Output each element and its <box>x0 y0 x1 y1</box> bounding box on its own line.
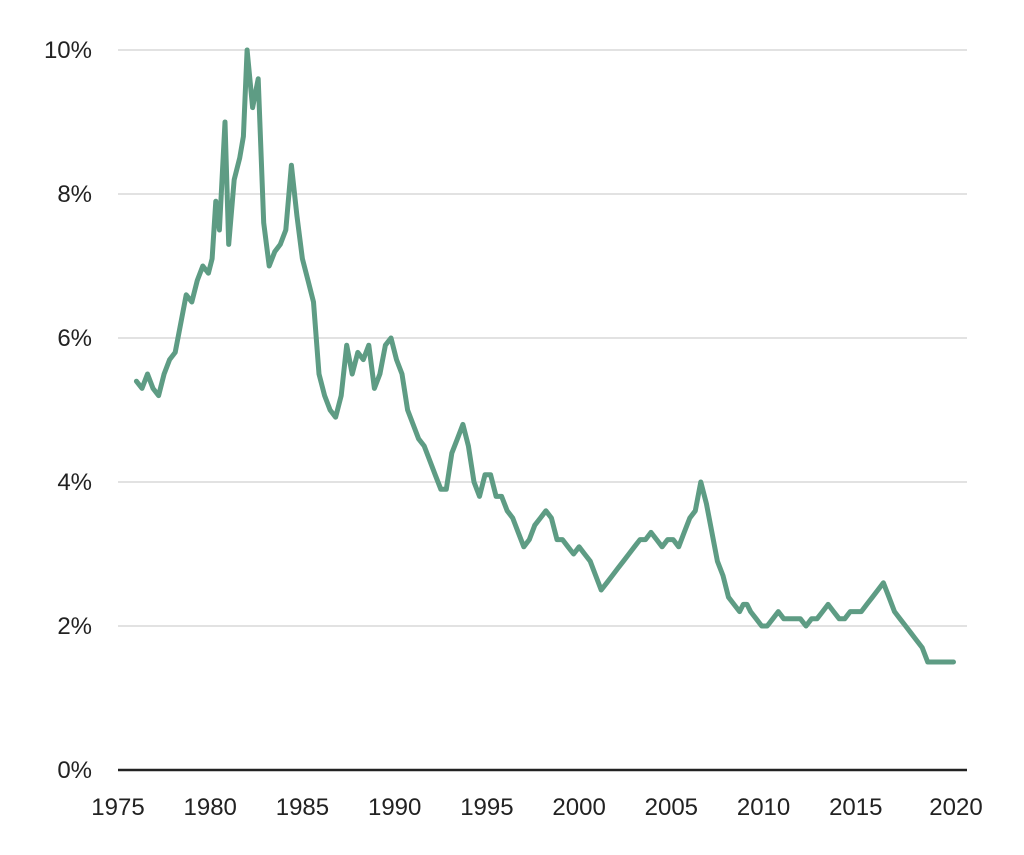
y-tick-label: 2% <box>57 613 92 640</box>
x-tick-label: 2000 <box>552 794 605 821</box>
x-tick-label: 2020 <box>929 794 982 821</box>
x-tick-label: 1980 <box>184 794 237 821</box>
x-tick-label: 1985 <box>276 794 329 821</box>
y-tick-label: 4% <box>57 469 92 496</box>
y-tick-label: 10% <box>44 37 92 64</box>
x-tick-label: 1990 <box>368 794 421 821</box>
x-tick-label: 2015 <box>829 794 882 821</box>
y-tick-label: 8% <box>57 181 92 208</box>
x-tick-label: 2010 <box>737 794 790 821</box>
gridlines <box>118 49 967 627</box>
x-tick-label: 1995 <box>460 794 513 821</box>
y-tick-label: 6% <box>57 325 92 352</box>
x-tick-label: 1975 <box>91 794 144 821</box>
x-tick-label: 2005 <box>645 794 698 821</box>
y-axis-tick-labels: 0% 2% 4% 6% 8% 10% <box>44 37 92 784</box>
x-axis-tick-labels: 1975 1980 1985 1990 1995 2000 2005 2010 2015 2020 <box>91 794 982 821</box>
series-line <box>133 47 956 665</box>
series-layer <box>133 47 956 665</box>
y-tick-label: 0% <box>57 757 92 784</box>
